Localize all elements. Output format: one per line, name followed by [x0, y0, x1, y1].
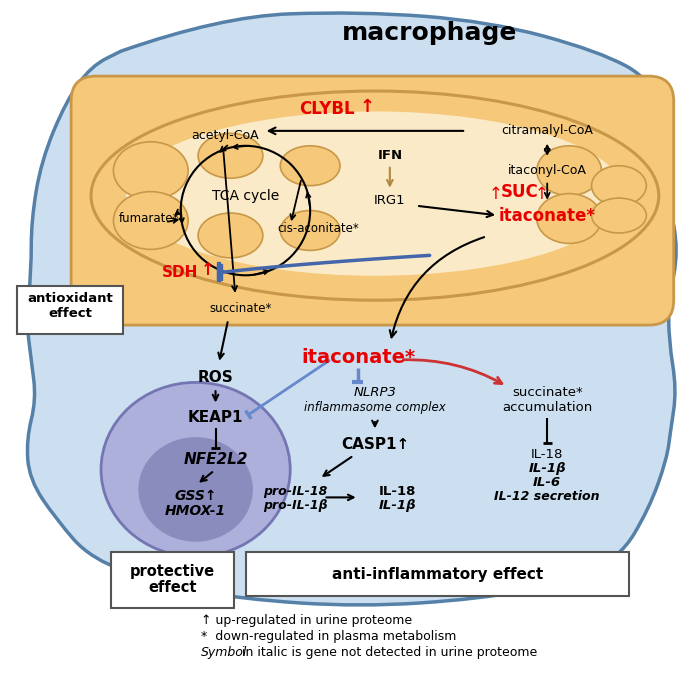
Text: antioxidant: antioxidant — [27, 292, 113, 304]
Text: HMOX-1: HMOX-1 — [165, 505, 226, 518]
Text: effect: effect — [48, 306, 92, 320]
Text: CASP1↑: CASP1↑ — [341, 437, 409, 452]
Text: KEAP1: KEAP1 — [188, 410, 244, 425]
Ellipse shape — [280, 211, 340, 250]
Text: itaconate*: itaconate* — [301, 348, 415, 368]
Text: ROS: ROS — [197, 370, 233, 386]
Ellipse shape — [198, 213, 262, 258]
Ellipse shape — [126, 111, 624, 276]
Text: anti-inflammatory effect: anti-inflammatory effect — [332, 566, 543, 582]
Ellipse shape — [139, 437, 253, 541]
FancyBboxPatch shape — [111, 553, 234, 608]
PathPatch shape — [27, 13, 676, 605]
Text: cis-aconitate*: cis-aconitate* — [277, 222, 359, 235]
Text: itaconate*: itaconate* — [498, 206, 596, 224]
Ellipse shape — [280, 146, 340, 186]
Text: pro-IL-1β: pro-IL-1β — [263, 499, 328, 512]
Text: NLRP3: NLRP3 — [354, 386, 396, 400]
Ellipse shape — [113, 142, 188, 199]
Text: protective: protective — [130, 564, 216, 579]
Ellipse shape — [198, 133, 262, 178]
Text: ↑ up-regulated in urine proteome: ↑ up-regulated in urine proteome — [201, 614, 412, 628]
Ellipse shape — [592, 198, 646, 233]
Text: acetyl-CoA: acetyl-CoA — [192, 129, 259, 142]
Text: in italic is gene not detected in urine proteome: in italic is gene not detected in urine … — [239, 646, 538, 660]
Text: effect: effect — [148, 580, 197, 594]
Text: itaconyl-CoA: itaconyl-CoA — [508, 164, 587, 177]
Text: NFE2L2: NFE2L2 — [183, 452, 248, 467]
Text: IL-18: IL-18 — [531, 448, 564, 461]
Text: Symbol: Symbol — [201, 646, 247, 660]
Text: ↑: ↑ — [489, 185, 503, 203]
Text: IL-6: IL-6 — [533, 476, 561, 489]
Text: TCA cycle: TCA cycle — [212, 188, 279, 203]
Text: SUC: SUC — [500, 183, 538, 201]
Ellipse shape — [537, 194, 601, 243]
Text: pro-IL-18: pro-IL-18 — [263, 485, 328, 498]
Bar — [216, 264, 221, 280]
Text: ↑: ↑ — [201, 261, 214, 279]
Text: ↑: ↑ — [360, 98, 375, 116]
FancyBboxPatch shape — [246, 553, 629, 596]
Text: succinate*: succinate* — [209, 302, 272, 315]
Text: *  down-regulated in plasma metabolism: * down-regulated in plasma metabolism — [201, 630, 456, 644]
Ellipse shape — [592, 165, 646, 206]
Ellipse shape — [101, 382, 290, 557]
Text: IL-12 secretion: IL-12 secretion — [494, 490, 600, 503]
Text: succinate*: succinate* — [512, 386, 582, 400]
Ellipse shape — [537, 146, 601, 195]
Text: IFN: IFN — [377, 149, 402, 162]
Text: GSS↑: GSS↑ — [174, 489, 217, 503]
Ellipse shape — [113, 192, 188, 250]
Ellipse shape — [91, 91, 659, 300]
Text: CLYBL: CLYBL — [300, 100, 355, 118]
Text: ↑: ↑ — [534, 185, 548, 203]
Text: IL-18: IL-18 — [379, 485, 416, 498]
FancyBboxPatch shape — [71, 76, 673, 325]
FancyBboxPatch shape — [18, 286, 123, 334]
Text: SDH: SDH — [162, 265, 199, 280]
Text: fumarate*: fumarate* — [118, 212, 179, 225]
Text: citramalyl-CoA: citramalyl-CoA — [501, 124, 593, 138]
Text: IL-1β: IL-1β — [379, 499, 416, 512]
Text: IRG1: IRG1 — [374, 194, 406, 207]
Text: accumulation: accumulation — [502, 401, 592, 414]
Text: IL-1β: IL-1β — [528, 462, 566, 475]
Text: inflammasome complex: inflammasome complex — [304, 401, 446, 414]
Text: macrophage: macrophage — [342, 22, 517, 45]
